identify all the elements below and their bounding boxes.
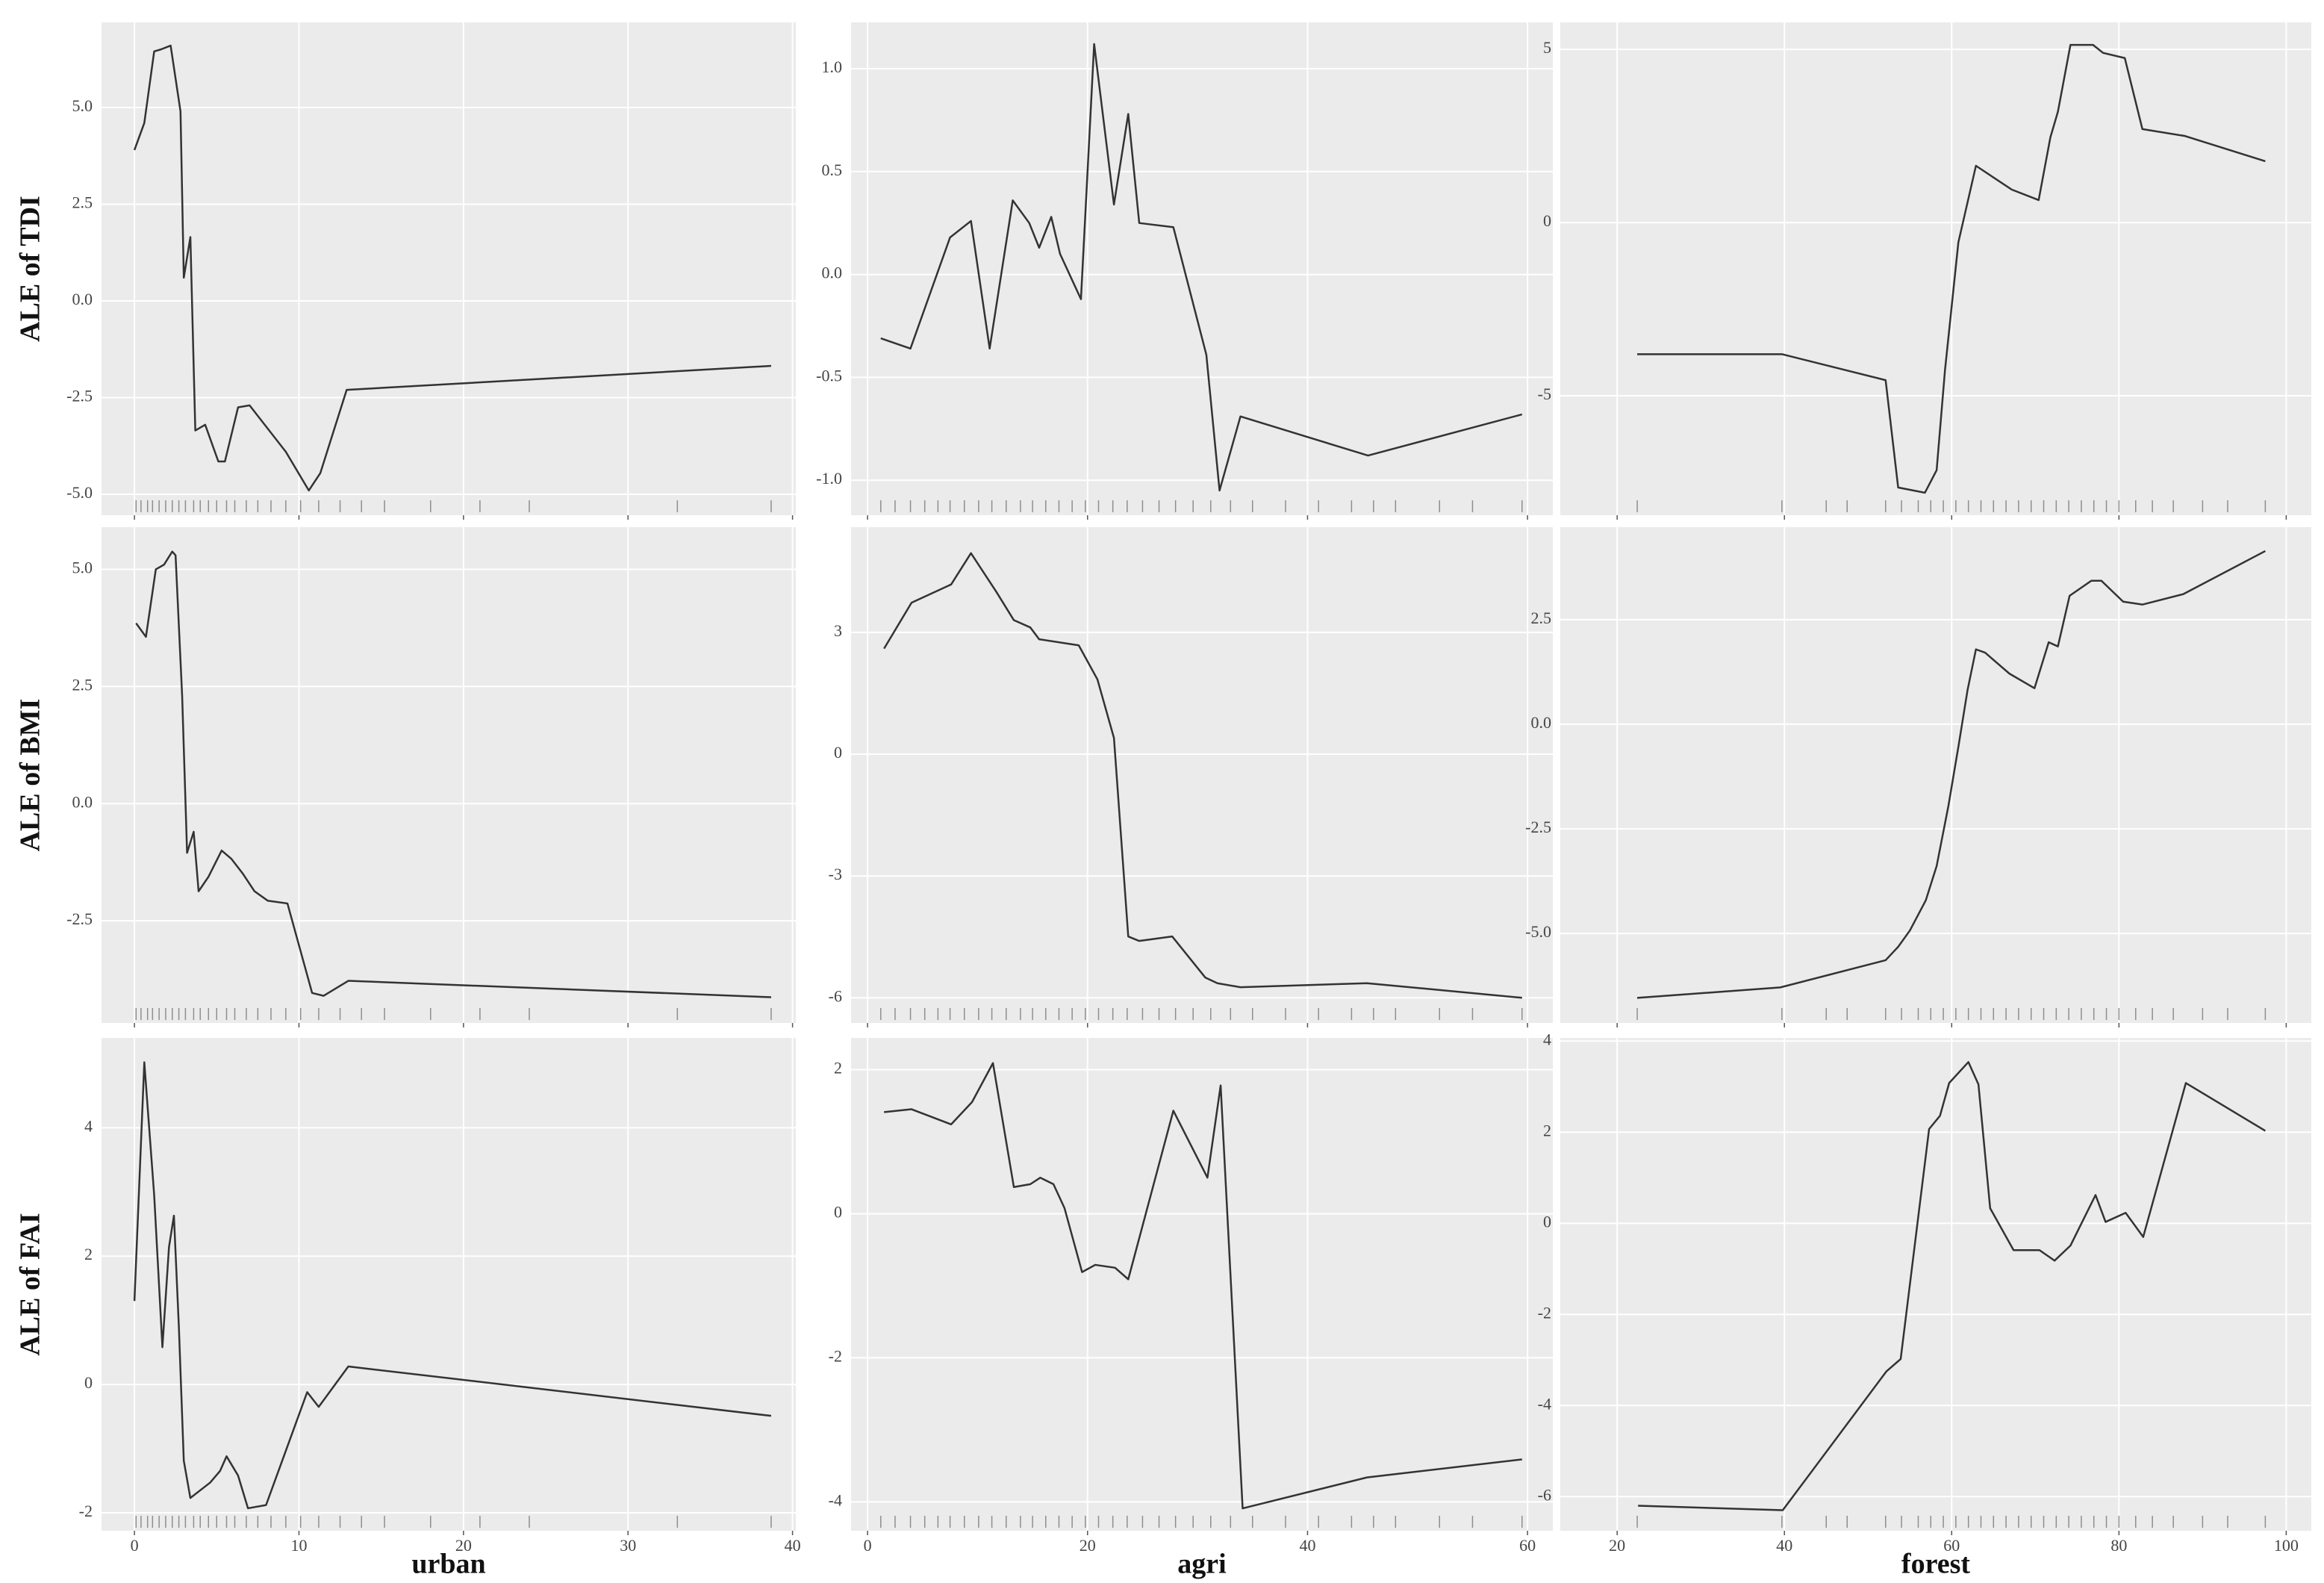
y-tick-label: 2	[1543, 1121, 1551, 1139]
y-tick-label: 5.0	[72, 96, 93, 115]
y-tick-label: -2	[829, 1346, 842, 1365]
plot-background	[102, 22, 796, 515]
y-tick-label: 4	[84, 1116, 93, 1135]
x-tick-label: 20	[1080, 1536, 1096, 1555]
plot-background	[102, 527, 796, 1023]
x-axis-label: urban	[411, 1549, 485, 1580]
x-tick-label: 80	[2110, 1536, 2127, 1555]
y-tick-label: 0	[1543, 1212, 1551, 1231]
x-tick-label: 20	[1609, 1536, 1625, 1555]
x-tick-label: 40	[1776, 1536, 1792, 1555]
y-tick-label: -0.5	[816, 366, 842, 385]
y-tick-label: -6	[829, 986, 842, 1005]
ale-line	[880, 43, 1523, 492]
y-tick-label: 5	[1543, 38, 1551, 57]
y-tick-label: 0	[834, 743, 842, 762]
x-tick-label: 20	[455, 1536, 472, 1555]
plot-background	[1560, 1038, 2311, 1531]
y-tick-label: -5.0	[66, 483, 93, 502]
y-axis-label: ALE of TDI	[15, 196, 46, 342]
plot-background	[102, 1038, 796, 1531]
y-tick-label: -1.0	[816, 469, 842, 488]
y-tick-label: 2	[834, 1059, 842, 1077]
y-axis-label: ALE of BMI	[15, 699, 46, 852]
y-tick-label: 0.0	[822, 264, 843, 282]
x-tick-label: 0	[864, 1536, 872, 1555]
x-tick-label: 40	[1299, 1536, 1315, 1555]
x-tick-label: 10	[290, 1536, 307, 1555]
x-tick-label: 40	[785, 1536, 801, 1555]
ale-line	[1638, 1061, 2267, 1511]
ale-line	[133, 1061, 772, 1510]
y-tick-label: 0.0	[72, 290, 93, 308]
y-tick-label: -5	[1538, 385, 1551, 403]
y-tick-label: -4	[1538, 1394, 1551, 1413]
ale-line	[1636, 550, 2266, 999]
plot-background	[1560, 22, 2311, 515]
y-tick-label: -6	[1538, 1485, 1551, 1504]
y-tick-label: 0	[84, 1373, 93, 1392]
y-tick-label: -2.5	[66, 909, 93, 928]
y-tick-label: 0.0	[1531, 713, 1552, 732]
y-tick-label: -2.5	[1525, 818, 1551, 836]
x-tick-label: 0	[131, 1536, 139, 1555]
y-tick-label: 2.5	[72, 675, 93, 694]
x-axis-label: forest	[1901, 1549, 1970, 1580]
y-tick-label: 1.0	[822, 57, 843, 76]
y-tick-label: -2	[79, 1502, 93, 1520]
y-tick-label: 0	[1543, 211, 1551, 230]
y-tick-label: -5.0	[1525, 922, 1551, 941]
y-axis-label: ALE of FAI	[15, 1213, 46, 1355]
y-tick-label: 2.5	[1531, 609, 1552, 627]
y-tick-label: -2	[1538, 1303, 1551, 1322]
y-tick-label: 3	[834, 621, 842, 640]
y-tick-label: 0.5	[822, 161, 843, 179]
y-tick-label: 0	[834, 1202, 842, 1221]
y-tick-label: 2	[84, 1245, 93, 1263]
x-tick-label: 30	[620, 1536, 636, 1555]
y-tick-label: -3	[829, 865, 842, 883]
x-axis-label: agri	[1177, 1549, 1226, 1580]
y-tick-label: -2.5	[66, 387, 93, 405]
y-tick-label: 5.0	[72, 559, 93, 577]
ale-line	[135, 550, 771, 998]
y-tick-label: 0.0	[72, 792, 93, 811]
plot-background	[851, 527, 1553, 1023]
ale-line	[1637, 43, 2266, 494]
x-tick-label: 60	[1943, 1536, 1960, 1555]
plot-background	[851, 1038, 1553, 1531]
x-tick-label: 60	[1519, 1536, 1536, 1555]
plot-background	[1560, 527, 2311, 1023]
ale-line	[884, 1062, 1522, 1510]
ale-line	[883, 552, 1522, 999]
plot-background	[851, 22, 1553, 515]
y-tick-label: -4	[829, 1490, 842, 1509]
ale-line	[133, 44, 772, 492]
x-tick-label: 100	[2274, 1536, 2299, 1555]
y-tick-label: 2.5	[72, 193, 93, 212]
y-tick-label: 4	[1543, 1030, 1551, 1048]
